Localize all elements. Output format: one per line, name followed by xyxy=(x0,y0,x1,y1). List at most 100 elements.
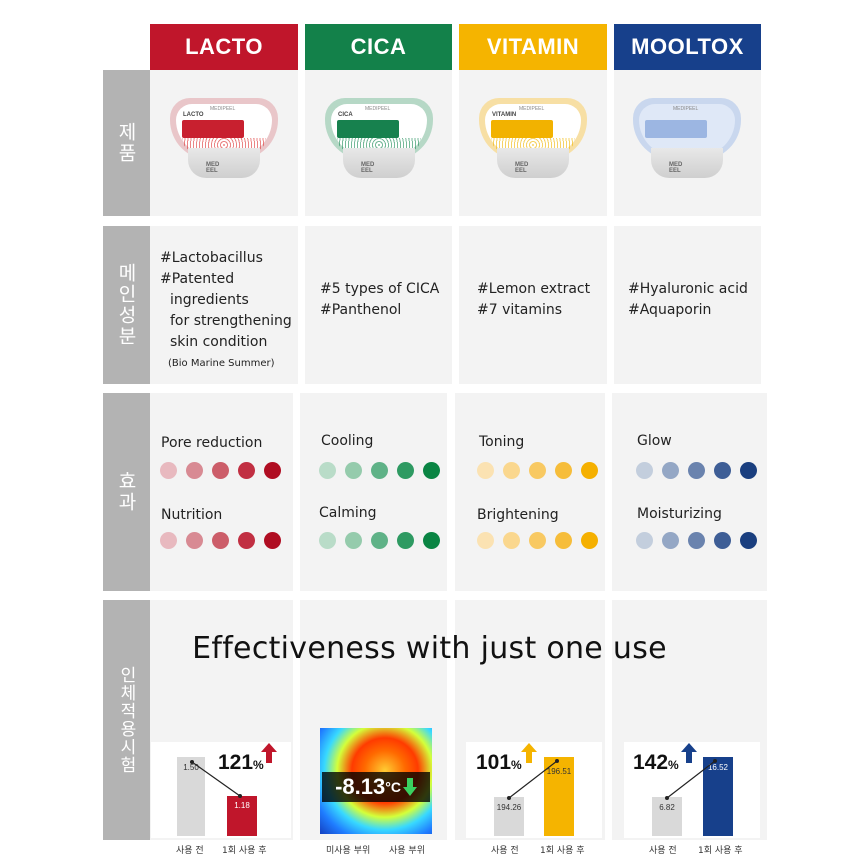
effect-level-dot xyxy=(688,462,705,479)
lacto-bar-before xyxy=(177,757,205,836)
effect-level-dot xyxy=(160,462,177,479)
header-mooltox: MOOLTOX xyxy=(614,24,761,70)
effect-level-dot xyxy=(397,532,414,549)
vitamin-trend-line xyxy=(507,759,559,800)
effect-level-dot xyxy=(345,462,362,479)
cica-label-after: 사용 부위 xyxy=(389,846,425,856)
effect-dots-vitamin-2 xyxy=(477,532,598,549)
vitamin-percent: 101% xyxy=(476,751,522,774)
effect-level-dot xyxy=(423,462,440,479)
ingredients-lacto: #Lactobacillus #Patented ingredients for… xyxy=(160,250,292,369)
effect-level-dot xyxy=(714,462,731,479)
arrow-up-icon xyxy=(261,743,277,763)
effect-level-dot xyxy=(555,532,572,549)
effect-level-dot xyxy=(503,532,520,549)
effects-cell-lacto xyxy=(150,393,293,591)
effect-level-dot xyxy=(264,532,281,549)
effect-level-dot xyxy=(186,462,203,479)
effect-level-dot xyxy=(371,532,388,549)
effect-level-dot xyxy=(264,462,281,479)
effect-label-lacto-2: Nutrition xyxy=(161,507,223,523)
lacto-label-after: 1회 사용 후 xyxy=(222,846,267,856)
effect-level-dot xyxy=(238,532,255,549)
effect-level-dot xyxy=(662,532,679,549)
effect-level-dot xyxy=(397,462,414,479)
effect-level-dot xyxy=(319,532,336,549)
mooltox-label-before: 사용 전 xyxy=(649,846,677,856)
row-label-effects: 효과 xyxy=(103,393,150,591)
mooltox-label-after: 1회 사용 후 xyxy=(698,846,743,856)
effect-label-mooltox-2: Moisturizing xyxy=(637,506,722,522)
clinical-chart-vitamin xyxy=(466,742,602,838)
cica-label-before: 미사용 부위 xyxy=(326,846,371,856)
effect-level-dot xyxy=(555,462,572,479)
effect-label-lacto-1: Pore reduction xyxy=(161,435,263,451)
effect-label-cica-1: Cooling xyxy=(321,433,374,449)
effect-level-dot xyxy=(688,532,705,549)
effect-level-dot xyxy=(371,462,388,479)
lacto-percent: 121% xyxy=(218,751,264,774)
clinical-title: Effectiveness with just one use xyxy=(192,631,667,666)
lacto-trend-line xyxy=(190,760,242,798)
ingredients-cell-vitamin xyxy=(459,226,607,384)
effect-level-dot xyxy=(186,532,203,549)
cica-temperature-badge: -8.13 °C xyxy=(322,772,430,802)
lacto-value-before: 1.50 xyxy=(183,763,199,772)
effect-dots-cica-2 xyxy=(319,532,440,549)
effect-level-dot xyxy=(714,532,731,549)
effects-cell-mooltox xyxy=(612,393,767,591)
effects-cell-cica xyxy=(300,393,447,591)
effect-level-dot xyxy=(529,532,546,549)
effect-level-dot xyxy=(529,462,546,479)
effect-level-dot xyxy=(581,462,598,479)
effect-level-dot xyxy=(212,462,229,479)
lacto-value-after: 1.18 xyxy=(234,801,250,810)
effect-dots-lacto-1 xyxy=(160,462,281,479)
effect-level-dot xyxy=(581,532,598,549)
effect-level-dot xyxy=(477,462,494,479)
ingredients-cell-mooltox xyxy=(614,226,761,384)
vitamin-bar-after xyxy=(544,757,574,836)
effect-dots-cica-1 xyxy=(319,462,440,479)
effect-level-dot xyxy=(160,532,177,549)
arrow-up-icon xyxy=(521,743,537,763)
effect-level-dot xyxy=(740,462,757,479)
mooltox-bar-after xyxy=(703,757,733,836)
ingredients-vitamin: #Lemon extract #7 vitamins xyxy=(477,281,591,318)
effect-level-dot xyxy=(740,532,757,549)
effect-dots-vitamin-1 xyxy=(477,462,598,479)
effect-label-vitamin-1: Toning xyxy=(479,434,525,450)
vitamin-label-after: 1회 사용 후 xyxy=(540,846,585,856)
effect-level-dot xyxy=(319,462,336,479)
header-cica: CICA xyxy=(305,24,452,70)
effect-dots-mooltox-1 xyxy=(636,462,757,479)
vitamin-value-after: 196.51 xyxy=(546,767,572,776)
vitamin-label-before: 사용 전 xyxy=(491,846,519,856)
effect-dots-lacto-2 xyxy=(160,532,281,549)
row-label-product: 제품 xyxy=(103,70,150,216)
mooltox-trend-line xyxy=(665,759,717,800)
arrow-up-icon xyxy=(681,743,697,763)
effect-level-dot xyxy=(423,532,440,549)
ingredients-cell-lacto xyxy=(150,226,298,384)
vitamin-bar-before xyxy=(494,797,524,836)
mooltox-value-after: 16.52 xyxy=(707,763,729,772)
lacto-bar-after xyxy=(227,796,257,836)
row-label-clinical: 인체적용시험 xyxy=(103,600,150,840)
lacto-label-before: 사용 전 xyxy=(176,846,204,856)
effect-level-dot xyxy=(477,532,494,549)
header-vitamin: VITAMIN xyxy=(459,24,607,70)
mooltox-percent: 142% xyxy=(633,751,679,774)
effect-level-dot xyxy=(636,532,653,549)
ingredients-cica: #5 types of CICA #Panthenol xyxy=(320,281,440,318)
header-lacto: LACTO xyxy=(150,24,298,70)
effect-label-mooltox-1: Glow xyxy=(637,433,672,449)
effect-dots-mooltox-2 xyxy=(636,532,757,549)
effect-label-cica-2: Calming xyxy=(319,505,377,521)
effect-level-dot xyxy=(345,532,362,549)
arrow-down-icon xyxy=(402,778,417,796)
effect-label-vitamin-2: Brightening xyxy=(477,507,559,523)
ingredients-cell-cica xyxy=(305,226,452,384)
effect-level-dot xyxy=(636,462,653,479)
effects-cell-vitamin xyxy=(455,393,605,591)
